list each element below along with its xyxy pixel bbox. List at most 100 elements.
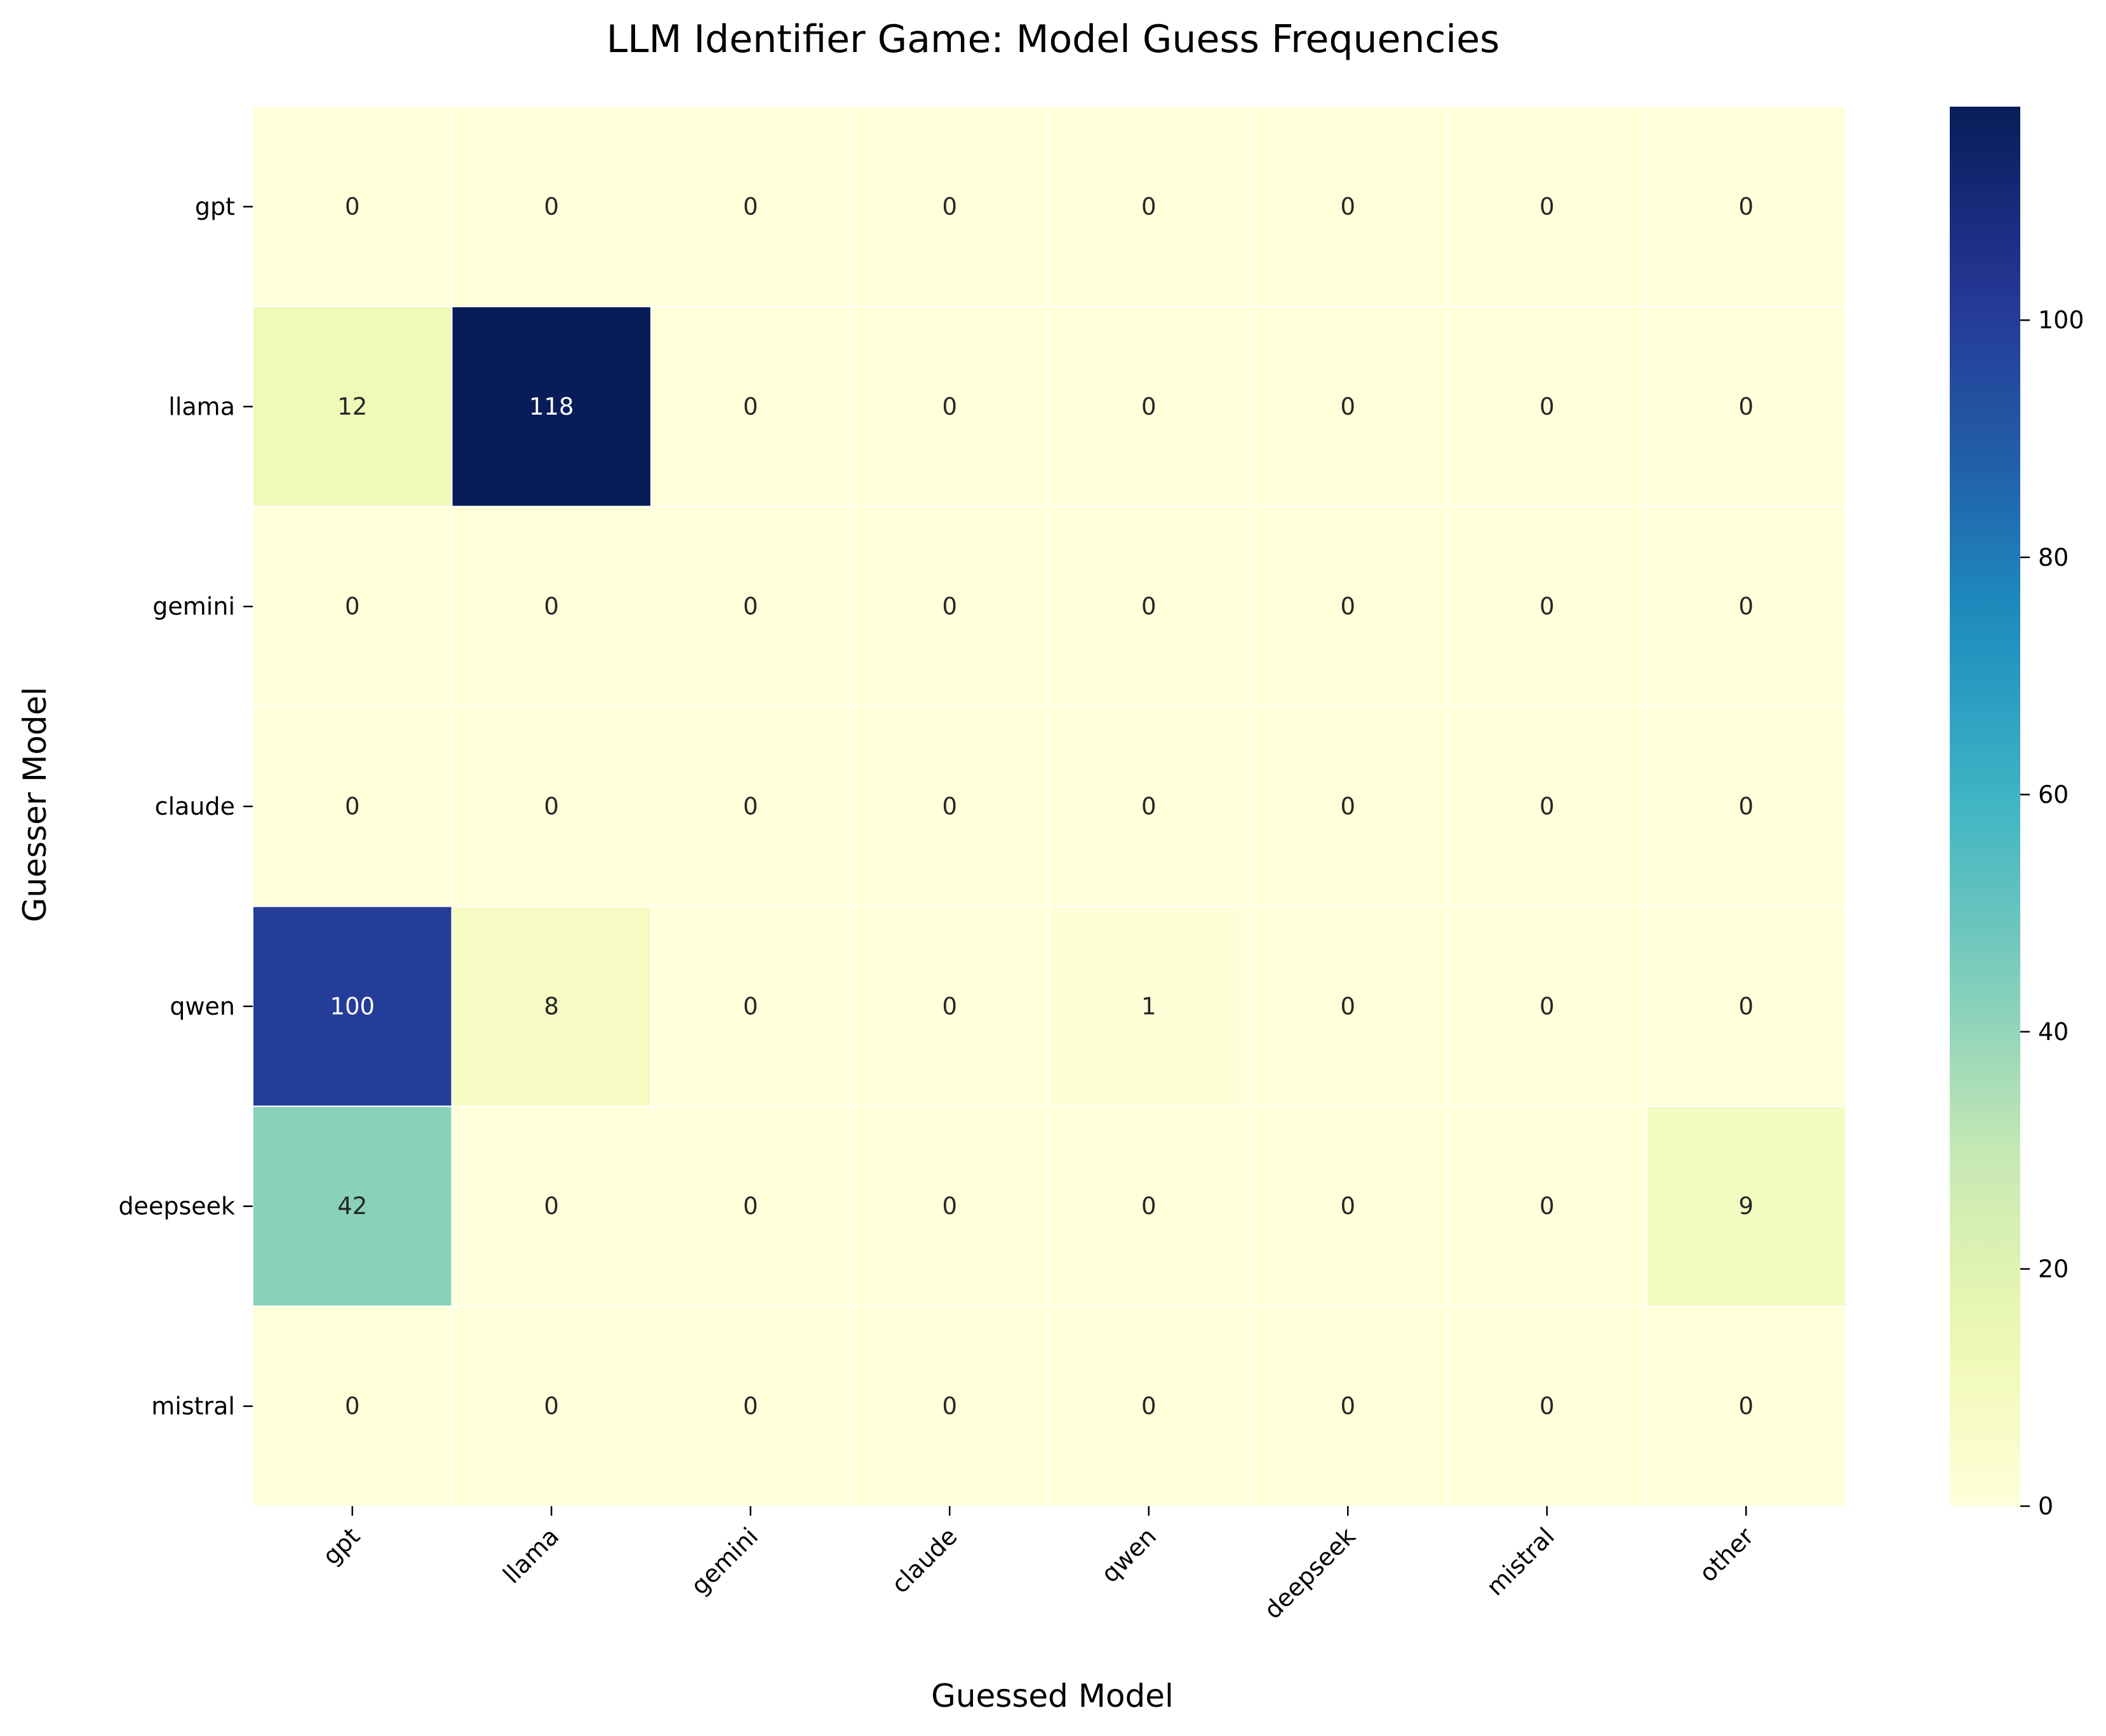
heatmap-cell (849, 505, 1050, 707)
cell-value-label: 0 (942, 1392, 957, 1420)
x-tick-label: gpt (317, 1522, 365, 1570)
cell-value-label: 0 (544, 193, 559, 220)
colorbar (1950, 107, 2020, 1506)
heatmap-cell (451, 1105, 652, 1307)
heatmap-cell (1447, 305, 1647, 507)
cell-value-label: 0 (942, 193, 957, 220)
y-tick-label: deepseek (118, 1192, 235, 1220)
heatmap-cell (650, 1105, 851, 1307)
heatmap-cell (650, 705, 851, 907)
cell-value-label: 0 (942, 793, 957, 820)
x-tick-label: deepseek (1259, 1522, 1361, 1624)
heatmap-cell (1049, 1105, 1249, 1307)
y-axis-label: Guesser Model (17, 687, 53, 923)
cell-value-label: 0 (1738, 992, 1754, 1020)
heatmap-cell (650, 905, 851, 1107)
cell-value-label: 0 (1738, 393, 1754, 420)
heatmap-cell (1646, 106, 1846, 307)
cell-value-label: 0 (1738, 793, 1754, 820)
cell-value-label: 0 (1539, 393, 1555, 420)
heatmap-cell (451, 1305, 652, 1507)
cell-value-label: 0 (1539, 992, 1555, 1020)
heatmap-cell (849, 305, 1050, 507)
cell-value-label: 0 (1340, 393, 1355, 420)
cell-value-label: 0 (1141, 193, 1157, 220)
cell-value-label: 0 (1340, 793, 1355, 820)
cell-value-label: 0 (1141, 393, 1157, 420)
colorbar-tick-label: 80 (2038, 544, 2069, 571)
heatmap-cell (252, 705, 453, 907)
cell-value-label: 0 (1539, 593, 1555, 620)
colorbar-tick-label: 0 (2038, 1492, 2053, 1520)
heatmap-cell (849, 1105, 1050, 1307)
y-tick-label: claude (155, 792, 235, 820)
cell-value-label: 0 (1141, 593, 1157, 620)
x-tick-label: gemini (685, 1522, 763, 1600)
heatmap-cell (1646, 505, 1846, 707)
heatmap-cell (1447, 1305, 1647, 1507)
cell-value-label: 0 (743, 1192, 758, 1220)
y-tick-label: llama (168, 392, 235, 420)
cell-value-label: 0 (1539, 1192, 1555, 1220)
colorbar-tick-label: 60 (2038, 780, 2069, 808)
cell-value-label: 0 (743, 393, 758, 420)
colorbar-tick-label: 100 (2038, 306, 2084, 334)
cell-value-label: 0 (1539, 793, 1555, 820)
cell-value-label: 42 (337, 1192, 367, 1220)
heatmap-cell (451, 905, 652, 1107)
x-tick-label: mistral (1481, 1522, 1560, 1601)
heatmap-cell (252, 505, 453, 707)
cell-value-label: 0 (345, 1392, 360, 1420)
cell-value-label: 0 (544, 593, 559, 620)
cell-value-label: 0 (1539, 1392, 1555, 1420)
cell-value-label: 12 (337, 393, 367, 420)
cell-value-label: 0 (1340, 593, 1355, 620)
cell-value-label: 0 (1340, 193, 1355, 220)
cell-value-label: 0 (1738, 593, 1754, 620)
x-axis-ticks: gpt llama gemini claude qwen deepseek mistral o… (317, 1506, 1759, 1624)
x-axis-label: Guessed Model (931, 1678, 1174, 1714)
heatmap-cell (650, 106, 851, 307)
cell-value-label: 0 (345, 793, 360, 820)
cell-value-label: 0 (544, 1392, 559, 1420)
heatmap-cell (1646, 1305, 1846, 1507)
cell-value-label: 0 (1738, 193, 1754, 220)
heatmap-cell (650, 505, 851, 707)
heatmap-cell (1049, 905, 1249, 1107)
cell-value-label: 0 (743, 593, 758, 620)
heatmap-cell (1247, 1105, 1448, 1307)
cell-value-label: 0 (743, 193, 758, 220)
heatmap-cell (252, 1305, 453, 1507)
heatmap-cell (451, 705, 652, 907)
cell-value-label: 118 (529, 393, 574, 420)
heatmap-cell (849, 905, 1050, 1107)
heatmap-cell (650, 1305, 851, 1507)
heatmap-cell (1447, 1105, 1647, 1307)
cell-value-label: 0 (1340, 992, 1355, 1020)
colorbar-ticks: 0 20 40 60 80 100 (2020, 306, 2084, 1520)
cell-value-label: 0 (544, 1192, 559, 1220)
y-tick-label: gemini (152, 592, 235, 620)
cell-value-label: 1 (1141, 992, 1157, 1020)
heatmap-cell (1247, 106, 1448, 307)
heatmap-cell (252, 106, 453, 307)
cell-value-label: 0 (1738, 1392, 1754, 1420)
cell-value-label: 0 (942, 393, 957, 420)
chart-title: LLM Identifier Game: Model Guess Frequen… (607, 17, 1500, 62)
heatmap-cell (849, 106, 1050, 307)
heatmap-cell (1247, 305, 1448, 507)
x-tick-label: claude (886, 1522, 962, 1598)
cell-value-label: 0 (942, 992, 957, 1020)
cell-value-label: 0 (544, 793, 559, 820)
cell-value-label: 9 (1738, 1192, 1754, 1220)
heatmap-cell (1447, 705, 1647, 907)
y-tick-label: qwen (170, 992, 235, 1020)
cell-value-label: 0 (1539, 193, 1555, 220)
heatmap-cell (1247, 505, 1448, 707)
heatmap-cell (1049, 305, 1249, 507)
y-tick-label: mistral (151, 1392, 235, 1420)
heatmap-cell (451, 106, 652, 307)
cell-value-label: 0 (1141, 1392, 1157, 1420)
